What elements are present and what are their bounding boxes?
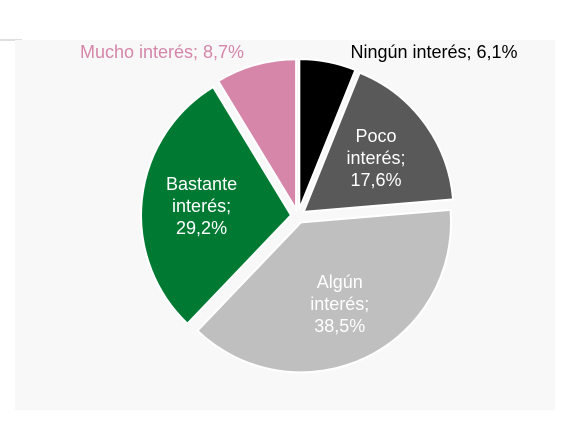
slice-label: Mucho interés; 8,7% xyxy=(79,42,245,62)
pie-slice xyxy=(302,71,455,213)
slice-label: Bastante interés; 29,2% xyxy=(166,173,238,238)
pie-slice xyxy=(216,58,298,213)
pie-slice xyxy=(298,58,357,210)
pie-slice xyxy=(195,208,452,374)
slice-label: Ningún interés; 6,1% xyxy=(350,42,518,62)
pie-slice xyxy=(140,85,293,326)
slice-label: Poco interés; 17,6% xyxy=(346,126,406,191)
slice-label: Algún interés; 38,5% xyxy=(310,271,370,336)
